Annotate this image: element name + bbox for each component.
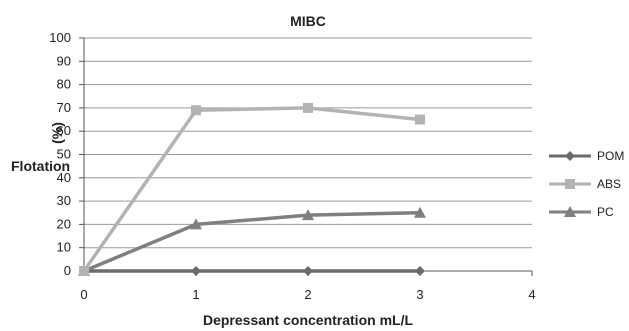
data-point-abs [415, 114, 425, 125]
data-point-abs [303, 102, 313, 113]
y-axis-label-unit: (%) [49, 122, 65, 144]
x-tick-label: 3 [416, 287, 423, 302]
y-tick-labels: 0 10 20 30 40 50 60 70 80 90 100 [49, 30, 71, 278]
x-tick-label: 1 [192, 287, 199, 302]
y-tick-label: 30 [57, 193, 71, 208]
series-group [78, 102, 426, 276]
y-axis-label: Flotation [11, 158, 70, 174]
legend-label: POM [597, 149, 624, 163]
y-tick-label: 90 [57, 53, 71, 68]
y-tick-label: 50 [57, 147, 71, 162]
gridlines [84, 37, 532, 272]
chart-title: MIBC [290, 13, 326, 29]
y-tick-label: 100 [49, 30, 71, 45]
legend-marker [565, 179, 575, 189]
x-tick-label: 4 [528, 287, 535, 302]
x-tick-labels: 0 1 2 3 4 [80, 287, 535, 302]
legend: POM ABS PC [549, 149, 624, 219]
legend-label: PC [597, 205, 614, 219]
legend-label: ABS [597, 177, 621, 191]
data-point-pc [190, 218, 202, 230]
series-line-pc [83, 211, 421, 273]
data-point-abs [79, 266, 89, 276]
data-point-pom [415, 266, 425, 276]
y-tick-label: 0 [64, 263, 71, 278]
series-line-abs [82, 106, 421, 273]
legend-marker [564, 206, 576, 217]
data-point-pc [414, 206, 426, 218]
data-point-abs [191, 105, 201, 116]
legend-marker [565, 151, 575, 161]
data-point-pc [302, 209, 314, 221]
y-tick-label: 70 [57, 100, 71, 115]
y-tick-label: 10 [57, 240, 71, 255]
data-point-pom [191, 266, 201, 276]
data-point-pom [303, 266, 313, 276]
y-tick-label: 80 [57, 77, 71, 92]
legend-item-abs: ABS [549, 177, 621, 191]
x-tick-label: 2 [304, 287, 311, 302]
y-tick-label: 20 [57, 216, 71, 231]
y-tick-label: 40 [57, 170, 71, 185]
legend-item-pom: POM [549, 149, 624, 163]
y-tick-label: 60 [57, 123, 71, 138]
legend-item-pc: PC [549, 205, 614, 219]
series-abs [79, 102, 425, 276]
x-axis-label: Depressant concentration mL/L [203, 312, 413, 328]
x-tick-label: 0 [80, 287, 87, 302]
